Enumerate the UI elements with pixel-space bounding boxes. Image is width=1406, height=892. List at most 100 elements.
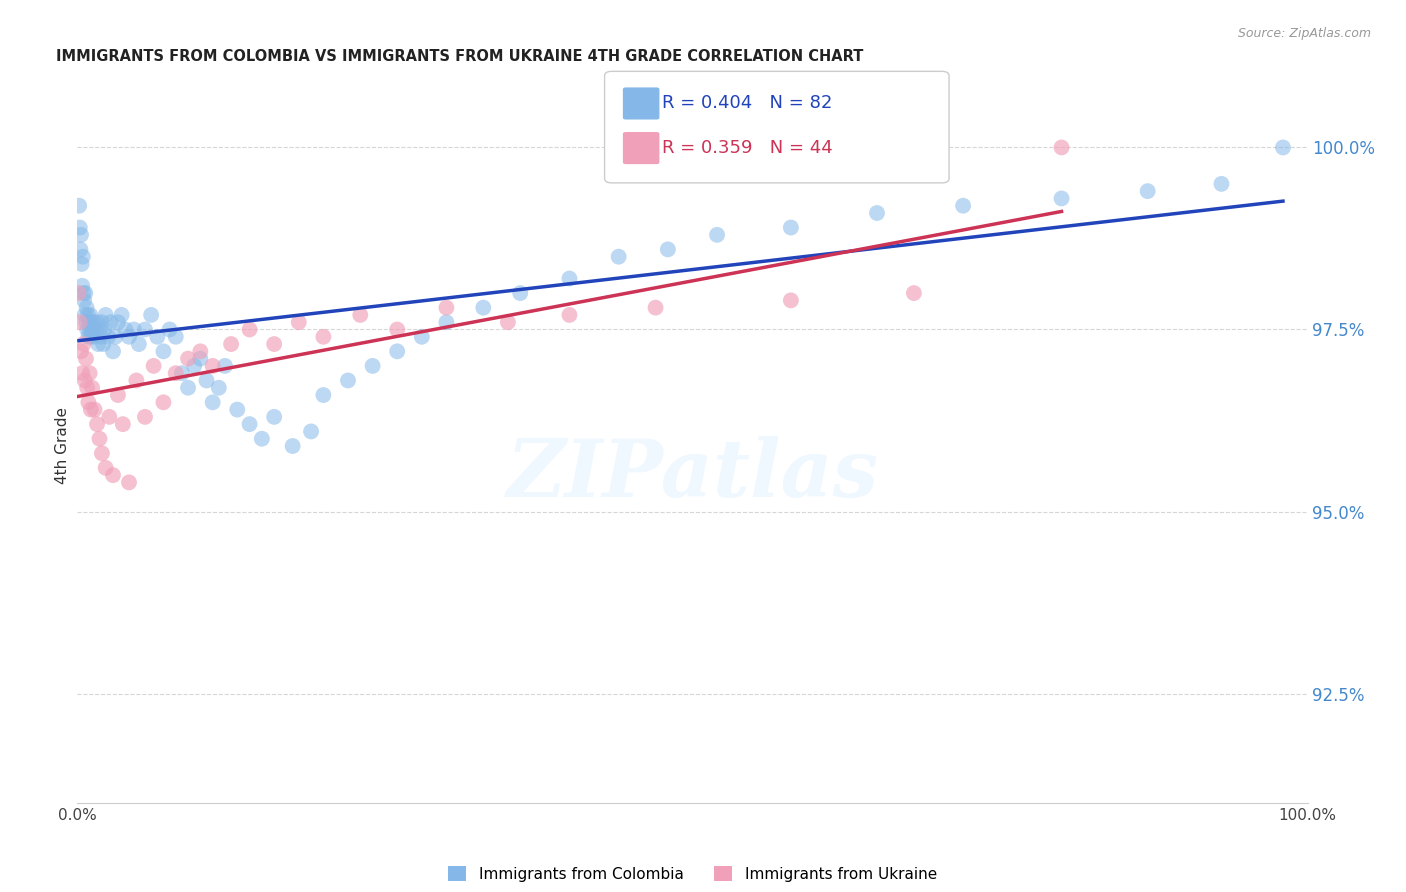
Point (1272, 140, 1295, 154)
Point (183, 359, 205, 373)
Point (70, 344, 93, 359)
Point (90, 330, 112, 344)
Point (101, 468, 124, 483)
Point (118, 330, 141, 344)
Point (337, 374, 360, 388)
Point (73, 293, 96, 308)
Point (952, 199, 974, 213)
Point (83, 330, 105, 344)
Point (76, 308, 98, 322)
Point (76, 301, 98, 315)
Point (159, 322, 181, 336)
Point (111, 308, 134, 322)
Point (644, 301, 666, 315)
Point (94, 308, 117, 322)
Point (72, 250, 94, 264)
Point (75, 286, 97, 301)
Point (77, 330, 100, 344)
Point (1050, 140, 1073, 154)
Point (349, 308, 371, 322)
Point (70, 366, 93, 380)
Point (111, 417, 134, 432)
Point (69, 220, 91, 235)
Point (67, 199, 90, 213)
Point (146, 330, 169, 344)
Point (80, 330, 103, 344)
Point (114, 322, 136, 336)
Point (84, 322, 107, 336)
Text: Source: ZipAtlas.com: Source: ZipAtlas.com (1237, 27, 1371, 40)
Point (177, 351, 200, 366)
Point (312, 330, 335, 344)
Point (70, 227, 93, 242)
Point (86, 315, 108, 329)
Point (73, 308, 96, 322)
Point (195, 374, 218, 388)
Point (134, 322, 156, 336)
Point (165, 330, 187, 344)
Point (1050, 191, 1073, 205)
Point (75, 315, 97, 329)
Point (903, 286, 925, 301)
Point (72, 337, 94, 351)
Point (79, 308, 101, 322)
Point (100, 315, 122, 329)
Point (190, 351, 212, 366)
Point (77, 395, 100, 409)
Text: ZIPatlas: ZIPatlas (506, 436, 879, 513)
Point (76, 381, 98, 395)
Point (80, 402, 103, 417)
Point (288, 315, 311, 329)
Point (89, 432, 111, 446)
Text: R = 0.359   N = 44: R = 0.359 N = 44 (662, 139, 832, 157)
Point (97, 330, 120, 344)
Point (263, 409, 285, 424)
Point (201, 359, 224, 373)
Point (281, 439, 304, 453)
Point (87, 337, 110, 351)
Point (1211, 177, 1233, 191)
Point (69, 315, 91, 329)
Point (152, 395, 174, 409)
Point (82, 315, 104, 329)
Point (361, 359, 384, 373)
Point (387, 344, 409, 359)
Point (90, 315, 114, 329)
Y-axis label: 4th Grade: 4th Grade (55, 408, 70, 484)
Point (90, 446, 114, 460)
Point (118, 475, 141, 490)
Point (411, 330, 433, 344)
Point (107, 315, 129, 329)
Point (436, 315, 458, 329)
Point (104, 330, 127, 344)
Point (239, 417, 262, 432)
Point (142, 359, 165, 373)
Point (67, 286, 90, 301)
Point (436, 301, 458, 315)
Point (152, 344, 174, 359)
Point (79, 366, 101, 380)
Point (77, 315, 100, 329)
Point (75, 351, 97, 366)
Point (239, 322, 262, 336)
Point (496, 315, 519, 329)
Point (263, 337, 285, 351)
Point (76, 322, 98, 336)
Point (91, 337, 114, 351)
Point (170, 366, 193, 380)
Point (107, 388, 129, 402)
Point (558, 271, 581, 285)
Point (208, 381, 231, 395)
Text: IMMIGRANTS FROM COLOMBIA VS IMMIGRANTS FROM UKRAINE 4TH GRADE CORRELATION CHART: IMMIGRANTS FROM COLOMBIA VS IMMIGRANTS F… (56, 49, 863, 64)
Point (86, 417, 108, 432)
Point (558, 308, 581, 322)
Point (657, 243, 679, 257)
Point (706, 227, 728, 242)
Point (607, 250, 630, 264)
Point (89, 322, 111, 336)
Point (1136, 184, 1159, 198)
Point (101, 344, 124, 359)
Point (219, 337, 242, 351)
Point (94, 460, 117, 475)
Point (141, 308, 163, 322)
